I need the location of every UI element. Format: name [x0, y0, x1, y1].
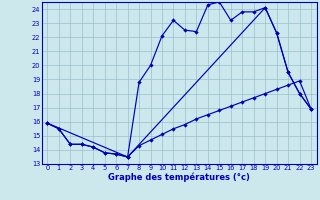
X-axis label: Graphe des températures (°c): Graphe des températures (°c) [108, 173, 250, 182]
